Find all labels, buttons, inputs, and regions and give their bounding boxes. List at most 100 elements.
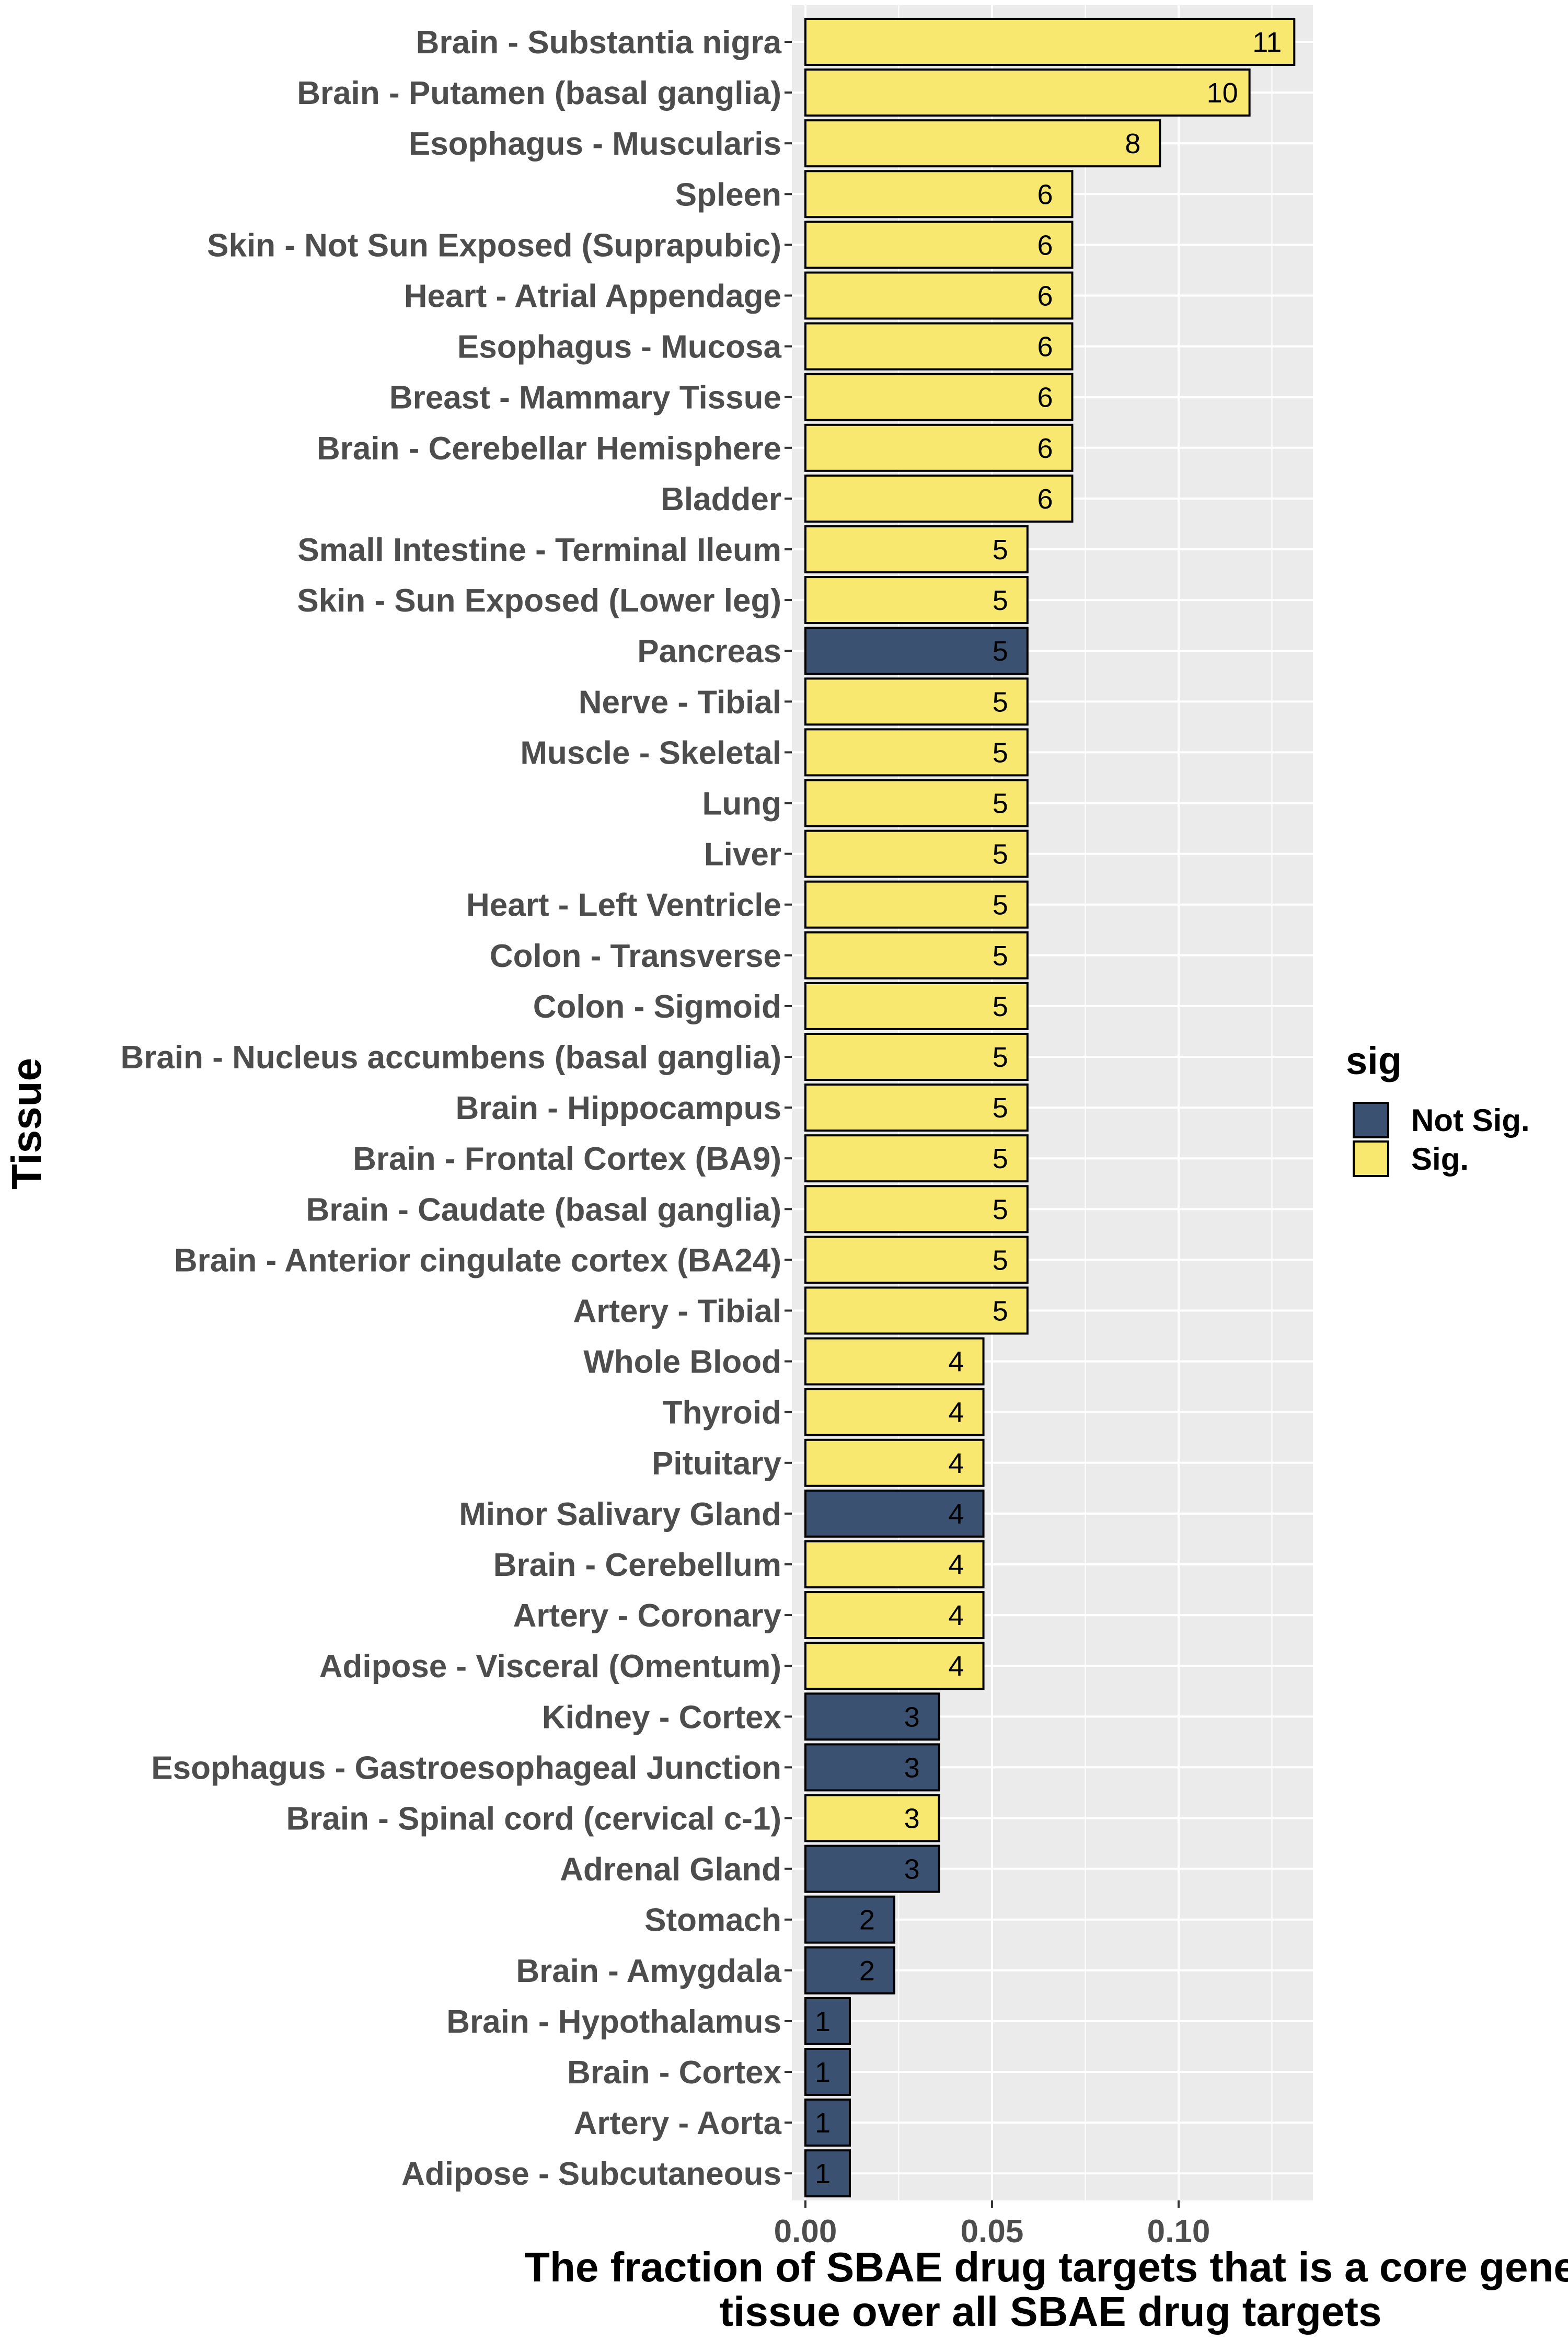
y-tick-label: Bladder (661, 481, 781, 517)
y-tick-label: Esophagus - Gastroesophageal Junction (151, 1750, 781, 1786)
y-tick-label: Small Intestine - Terminal Ileum (297, 532, 781, 568)
bar-value-label: 4 (949, 1346, 964, 1378)
y-tick-label: Artery - Coronary (513, 1598, 782, 1634)
x-axis-title: The fraction of SBAE drug targets that i… (524, 2244, 1568, 2335)
bar-value-label: 1 (815, 2107, 831, 2139)
y-tick-label: Minor Salivary Gland (459, 1496, 781, 1532)
bar (804, 525, 1029, 573)
bar (804, 1591, 985, 1640)
bar-value-label: 4 (949, 1600, 964, 1631)
bar (804, 1337, 985, 1386)
y-tick-label: Adrenal Gland (560, 1852, 781, 1888)
bar (804, 1895, 895, 1944)
x-tick-label: 0.00 (774, 2213, 837, 2250)
y-axis: Brain - Substantia nigra Brain - Putamen … (121, 25, 792, 2192)
y-tick-label: Artery - Tibial (573, 1294, 781, 1330)
bar (804, 982, 1029, 1030)
y-tick-label: Artery - Aorta (574, 2105, 782, 2141)
bar-value-label: 6 (1037, 281, 1053, 312)
bars (804, 18, 1296, 2198)
y-axis-title: Tissue (3, 1058, 50, 1190)
bar (804, 221, 1074, 269)
y-tick-label: Nerve - Tibial (579, 684, 781, 720)
bar-value-label: 6 (1037, 433, 1053, 464)
bar (804, 322, 1074, 371)
bar-value-label: 3 (904, 1854, 920, 1885)
bar-value-label: 2 (859, 1905, 875, 1936)
y-tick-label: Colon - Transverse (490, 938, 781, 974)
y-tick-label: Brain - Anterior cingulate cortex (BA24) (174, 1242, 781, 1278)
y-tick-label: Kidney - Cortex (542, 1699, 782, 1735)
y-tick-label: Brain - Putamen (basal ganglia) (297, 75, 781, 111)
bar-value-label: 3 (904, 1803, 920, 1835)
bar-value-label: 5 (993, 1296, 1008, 1327)
y-tick-label: Pancreas (637, 633, 781, 670)
bar (804, 1286, 1029, 1335)
bar (804, 931, 1029, 979)
bar-value-label: 2 (859, 1955, 875, 1987)
y-tick-label: Whole Blood (583, 1344, 781, 1380)
bar-value-label: 5 (993, 585, 1008, 616)
bar (804, 68, 1251, 117)
bar (804, 119, 1161, 168)
bar-value-label: 5 (993, 991, 1008, 1022)
bar (804, 1794, 940, 1842)
bar (804, 1134, 1029, 1183)
bar (804, 271, 1074, 320)
bar (804, 1540, 985, 1588)
bar-value-label: 5 (993, 1042, 1008, 1073)
bar (804, 1438, 985, 1487)
y-tick-label: Breast - Mammary Tissue (389, 380, 781, 416)
y-tick-label: Brain - Substantia nigra (416, 25, 782, 61)
bar (804, 1236, 1029, 1284)
legend-title: sig (1346, 1039, 1402, 1082)
y-tick-label: Thyroid (663, 1395, 781, 1431)
bar (804, 1388, 985, 1436)
y-tick-label: Skin - Not Sun Exposed (Suprapubic) (207, 227, 781, 263)
bar (804, 170, 1074, 218)
bar-value-label: 4 (949, 1651, 964, 1682)
bar-value-label: 1 (815, 2006, 831, 2037)
bar-value-label: 6 (1037, 179, 1053, 210)
y-tick-label: Esophagus - Mucosa (457, 329, 782, 365)
y-tick-label: Brain - Caudate (basal ganglia) (306, 1192, 781, 1228)
bar-value-label: 5 (993, 737, 1008, 768)
bar-value-label: 4 (949, 1549, 964, 1581)
y-tick-label: Stomach (644, 1903, 781, 1939)
bar (804, 880, 1029, 929)
bar-value-label: 5 (993, 788, 1008, 820)
y-tick-label: Esophagus - Muscularis (409, 126, 781, 162)
y-tick-label: Muscle - Skeletal (520, 735, 781, 771)
bar-value-label: 6 (1037, 483, 1053, 515)
bar (804, 2099, 851, 2147)
bar (804, 18, 1296, 66)
bar (804, 829, 1029, 878)
bar (804, 576, 1029, 625)
bar-value-label: 1 (815, 2158, 831, 2189)
bar (804, 1083, 1029, 1132)
bar (804, 1185, 1029, 1233)
bar-value-label: 5 (993, 1194, 1008, 1225)
bar (804, 1743, 940, 1792)
bar-value-label: 6 (1037, 382, 1053, 413)
legend: sig Not Sig. Sig. (1346, 1039, 1530, 1177)
legend-swatch (1353, 1140, 1389, 1177)
y-tick-label: Liver (704, 837, 781, 873)
y-tick-label: Brain - Amygdala (516, 1953, 781, 1989)
x-tick-label: 0.05 (961, 2213, 1024, 2250)
bar-value-label: 5 (993, 890, 1008, 921)
bar (804, 779, 1029, 827)
bar-value-label: 3 (904, 1752, 920, 1783)
x-tick-label: 0.10 (1147, 2213, 1210, 2250)
bar (804, 1692, 940, 1741)
bar-value-label: 1 (815, 2057, 831, 2088)
bar-value-label: 5 (993, 686, 1008, 718)
bar-value-label: 5 (993, 1143, 1008, 1174)
bar (804, 373, 1074, 421)
y-tick-label: Brain - Cerebellum (493, 1547, 781, 1583)
y-tick-label: Colon - Sigmoid (533, 989, 781, 1025)
bar-value-label: 5 (993, 839, 1008, 870)
bar-value-label: 5 (993, 1244, 1008, 1276)
bar (804, 423, 1074, 472)
legend-label: Not Sig. (1411, 1103, 1530, 1138)
